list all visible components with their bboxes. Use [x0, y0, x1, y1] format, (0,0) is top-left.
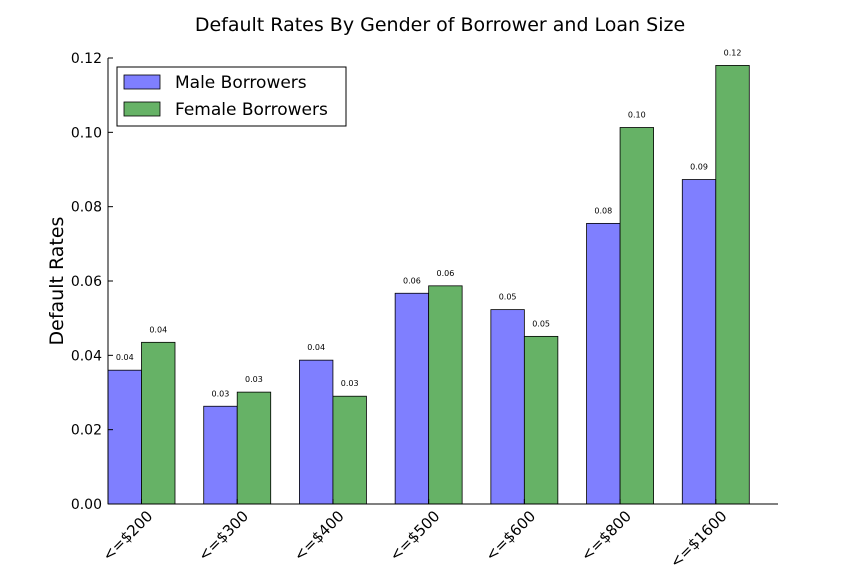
y-tick-label: 0.10 [71, 125, 102, 141]
x-tick-label: <=$400 [290, 507, 347, 564]
data-label: 0.03 [341, 379, 359, 388]
legend-swatch [123, 74, 161, 90]
y-tick-label: 0.12 [71, 51, 102, 67]
x-tick-label: <=$1600 [666, 507, 730, 571]
bar-male [586, 222, 621, 505]
data-label: 0.04 [116, 353, 134, 362]
bar-male [299, 359, 334, 505]
bar-female [619, 127, 654, 505]
bar-female [141, 341, 176, 505]
data-label: 0.06 [436, 269, 454, 278]
legend-label: Male Borrowers [175, 73, 307, 93]
x-tick-label: <=$500 [386, 507, 443, 564]
x-tick-label: <=$600 [482, 507, 539, 564]
bar-male [107, 369, 142, 505]
data-label: 0.03 [245, 375, 263, 384]
bar-female [715, 65, 750, 505]
data-label: 0.12 [724, 48, 742, 57]
y-axis-label: Default Rates [46, 217, 68, 346]
bar-female [523, 335, 559, 505]
x-tick-label: <=$200 [99, 507, 156, 564]
bar-male [490, 309, 525, 505]
data-label: 0.10 [628, 111, 646, 120]
y-tick-label: 0.06 [71, 274, 102, 290]
bar-female [428, 285, 463, 505]
bar-male [681, 179, 717, 505]
y-tick-label: 0.02 [71, 423, 102, 439]
data-label: 0.09 [690, 163, 708, 172]
legend: Male Borrowers Female Borrowers [116, 66, 347, 127]
data-label: 0.06 [403, 276, 421, 285]
y-tick-label: 0.00 [71, 497, 102, 513]
y-tick-label: 0.04 [71, 348, 102, 364]
legend-label: Female Borrowers [175, 100, 328, 120]
data-label: 0.05 [499, 293, 517, 302]
bar-female [332, 395, 367, 505]
bar-male [394, 292, 430, 505]
legend-swatch [123, 101, 161, 117]
data-label: 0.03 [212, 389, 230, 398]
data-label: 0.04 [307, 343, 325, 352]
data-label: 0.08 [594, 206, 612, 215]
bar-male [203, 405, 238, 505]
data-label: 0.05 [532, 319, 550, 328]
bar-female [236, 391, 272, 505]
chart-title: Default Rates By Gender of Borrower and … [195, 14, 685, 36]
x-tick-label: <=$800 [577, 507, 634, 564]
x-tick-label: <=$300 [195, 507, 252, 564]
data-label: 0.04 [149, 325, 167, 334]
y-tick-label: 0.08 [71, 200, 102, 216]
